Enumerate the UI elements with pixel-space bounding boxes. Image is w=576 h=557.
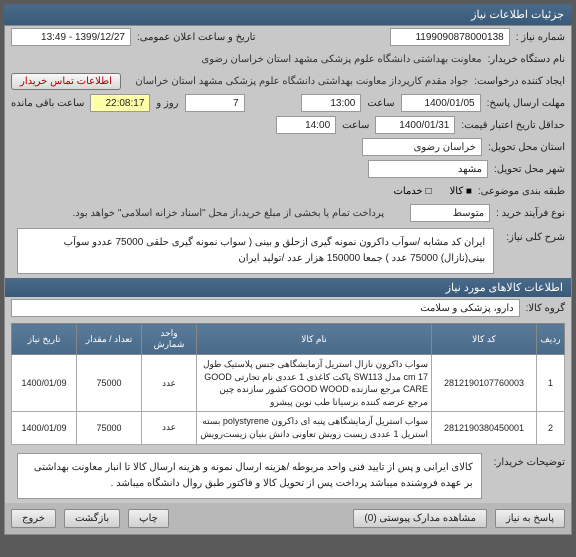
cell-idx: 1	[537, 355, 565, 412]
announce-label: تاریخ و ساعت اعلان عمومی:	[137, 32, 256, 43]
table-row: 22812190380450001سواب استریل آزمایشگاهی …	[12, 412, 565, 444]
col-qty: تعداد / مقدار	[77, 324, 142, 355]
deliver-place-label: استان محل تحویل:	[488, 142, 565, 153]
desc-label: شرح کلی نیاز:	[506, 226, 565, 243]
creator-label: ایجاد کننده درخواست:	[474, 76, 565, 87]
col-name: نام کالا	[197, 324, 432, 355]
saat-label-2: ساعت	[342, 120, 369, 131]
cell-name: سواب استریل آزمایشگاهی پنبه ای داکرون po…	[197, 412, 432, 444]
cell-name: سواب داکرون نازال استریل آزمایشگاهی جنس …	[197, 355, 432, 412]
need-no-label: شماره نیاز :	[516, 32, 565, 43]
creator-value: جواد مقدم کارپرداز معاونت بهداشتی دانشگا…	[127, 76, 468, 87]
saat-label-1: ساعت	[367, 98, 394, 109]
group-label: گروه کالا:	[526, 303, 565, 314]
deadline-time: 13:00	[301, 94, 361, 112]
attachments-button[interactable]: مشاهده مدارک پیوستی (0)	[353, 509, 487, 528]
buy-type-label: نوع فرآیند خرید :	[496, 208, 565, 219]
footer-bar: پاسخ به نیاز مشاهده مدارک پیوستی (0) چاپ…	[5, 503, 571, 534]
buyer-label: نام دستگاه خریدار:	[488, 54, 565, 65]
notes-label: توضیحات خریدار:	[494, 451, 565, 468]
time-remaining: 22:08:17	[90, 94, 150, 112]
window-title: جزئیات اطلاعات نیاز	[4, 4, 572, 25]
rooz-label: روز و	[156, 98, 178, 109]
need-no-value: 1199090878000138	[390, 28, 510, 46]
cell-unit: عدد	[142, 412, 197, 444]
validity-time: 14:00	[276, 116, 336, 134]
col-idx: ردیف	[537, 324, 565, 355]
print-button[interactable]: چاپ	[128, 509, 169, 528]
group-value: دارو، پزشکی و سلامت	[11, 299, 520, 317]
desc-text: ایران کد مشابه /سوآب داکرون نمونه گیری ا…	[17, 228, 494, 274]
col-date: تاریخ نیاز	[12, 324, 77, 355]
buyer-value: معاونت بهداشتی دانشگاه علوم پزشکی مشهد ا…	[11, 54, 482, 65]
deliver-city-label: شهر محل تحویل:	[494, 164, 565, 175]
cell-code: 2812190380450001	[432, 412, 537, 444]
exit-button[interactable]: خروج	[11, 509, 56, 528]
budget-label: طبقه بندی موضوعی:	[478, 186, 565, 197]
items-table: ردیف کد کالا نام کالا واحد شمارش تعداد /…	[11, 323, 565, 445]
cell-date: 1400/01/09	[12, 412, 77, 444]
khadamat-checkbox[interactable]: □ خدمات	[393, 186, 431, 197]
khadamat-label: خدمات	[393, 186, 422, 197]
validity-date: 1400/01/31	[375, 116, 455, 134]
cell-date: 1400/01/09	[12, 355, 77, 412]
deliver-place: خراسان رضوی	[362, 138, 482, 156]
notes-text: کالای ایرانی و پس از تایید فنی واحد مربو…	[17, 453, 482, 499]
announce-value: 1399/12/27 - 13:49	[11, 28, 131, 46]
payment-note: پرداخت تمام یا بخشی از مبلغ خرید،از محل …	[11, 208, 384, 219]
cell-code: 2812190107760003	[432, 355, 537, 412]
cell-unit: عدد	[142, 355, 197, 412]
col-code: کد کالا	[432, 324, 537, 355]
cell-idx: 2	[537, 412, 565, 444]
remain-label: ساعت باقی مانده	[11, 98, 84, 109]
reply-button[interactable]: پاسخ به نیاز	[495, 509, 565, 528]
kala-checkbox[interactable]: کالا	[450, 186, 472, 197]
table-row: 12812190107760003سواب داکرون نازال استری…	[12, 355, 565, 412]
buy-type: متوسط	[410, 204, 490, 222]
items-section-title: اطلاعات کالاهای مورد نیاز	[5, 278, 571, 297]
deadline-label: مهلت ارسال پاسخ:	[487, 98, 565, 109]
cell-qty: 75000	[77, 412, 142, 444]
deliver-city: مشهد	[368, 160, 488, 178]
deadline-date: 1400/01/05	[401, 94, 481, 112]
cell-qty: 75000	[77, 355, 142, 412]
back-button[interactable]: بازگشت	[64, 509, 120, 528]
col-unit: واحد شمارش	[142, 324, 197, 355]
validity-label: حداقل تاریخ اعتبار قیمت:	[461, 120, 565, 131]
days-remaining: 7	[185, 94, 245, 112]
contact-buyer-button[interactable]: اطلاعات تماس خریدار	[11, 73, 121, 90]
